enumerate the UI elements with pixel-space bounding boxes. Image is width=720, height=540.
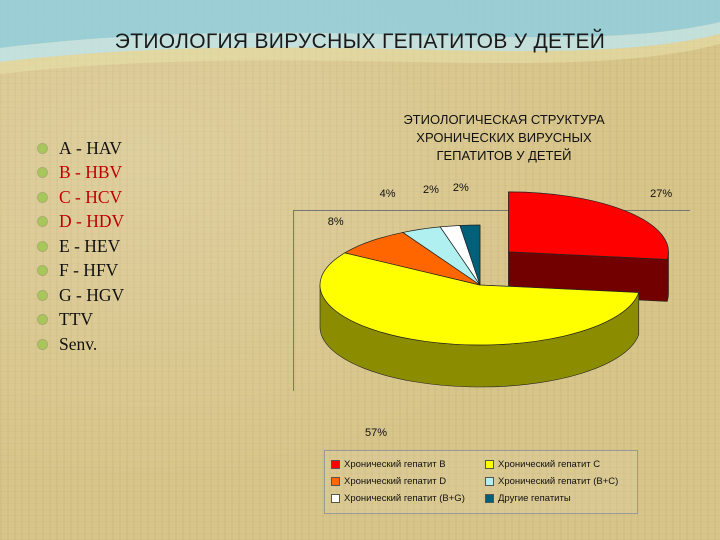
legend-swatch	[485, 494, 494, 503]
pie-slice-value-label: 27%	[650, 188, 673, 201]
legend-label: Хронический гепатит (B+C)	[498, 476, 619, 487]
legend-swatch	[331, 460, 340, 469]
legend-entry: Хронический гепатит C	[485, 459, 600, 470]
pie-slice-value-label: 8%	[327, 216, 344, 228]
hepatitis-virus-list: А - HAV B - HBV C - HCV D - HDV E - HEV F - H…	[38, 136, 124, 357]
legend-entry: Хронический гепатит (B+G)	[331, 493, 465, 504]
slide-title: ЭТИОЛОГИЯ ВИРУСНЫХ ГЕПАТИТОВ У ДЕТЕЙ	[114, 30, 606, 53]
legend-entry: Хронический гепатит (B+C)	[485, 476, 618, 487]
legend-swatch	[485, 477, 494, 486]
legend-label: Другие гепатиты	[498, 493, 571, 504]
virus-list-label: B - HBV	[59, 162, 123, 183]
pie-slice-value-label: 57%	[365, 427, 388, 440]
pie-slice	[319, 252, 640, 346]
virus-list-item: G - HGV	[38, 283, 124, 308]
virus-list-item: E - HEV	[38, 234, 124, 259]
virus-list-item: Senv.	[38, 332, 124, 357]
virus-list-item: F - HFV	[38, 259, 124, 284]
chart-title-line-2: ХРОНИЧЕСКИХ ВИРУСНЫХ	[416, 130, 592, 145]
virus-list-item: D - HDV	[38, 210, 124, 235]
virus-list-label: C - HCV	[59, 186, 123, 207]
legend-label: Хронический гепатит D	[344, 476, 447, 487]
bullet-dot-icon	[38, 192, 47, 202]
legend-swatch	[485, 460, 494, 469]
decorative-header-band	[0, 0, 720, 74]
bullet-dot-icon	[38, 241, 47, 251]
virus-list-label: E - HEV	[59, 235, 121, 256]
bullet-dot-icon	[38, 217, 47, 227]
chart-title-line-1: ЭТИОЛОГИЧЕСКАЯ СТРУКТУРА	[403, 112, 605, 127]
legend-swatch	[331, 477, 340, 486]
virus-list-item: C - HCV	[38, 185, 124, 210]
legend-entry: Хронический гепатит D	[331, 476, 446, 487]
virus-list-item: TTV	[38, 308, 124, 333]
chart-title-line-3: ГЕПАТИТОВ У ДЕТЕЙ	[436, 148, 572, 163]
bullet-dot-icon	[38, 143, 47, 153]
bullet-dot-icon	[38, 290, 47, 300]
pie-slice	[508, 191, 669, 260]
legend-label: Хронический гепатит C	[498, 459, 601, 470]
bullet-dot-icon	[38, 266, 47, 276]
virus-list-item: B - HBV	[38, 161, 124, 186]
virus-list-label: Senv.	[59, 333, 98, 354]
bullet-dot-icon	[38, 339, 47, 349]
pie-slice	[459, 224, 481, 286]
chart-title: ЭТИОЛОГИЧЕСКАЯ СТРУКТУРА ХРОНИЧЕСКИХ ВИР…	[350, 111, 658, 165]
legend-entry: Хронический гепатит B	[331, 459, 446, 470]
legend-label: Хронический гепатит (B+G)	[344, 493, 465, 504]
bullet-dot-icon	[38, 168, 47, 178]
bullet-dot-icon	[38, 315, 47, 325]
pie-slice-value-label: 2%	[452, 182, 469, 195]
chart-legend: Хронический гепатит B Хронический гепатит…	[324, 450, 638, 514]
legend-entry: Другие гепатиты	[485, 493, 571, 504]
virus-list-label: G - HGV	[59, 284, 125, 305]
pie-slice-value-label: 2%	[423, 183, 439, 196]
virus-list-label: TTV	[59, 309, 94, 330]
chart-plot-area	[293, 210, 690, 391]
legend-label: Хронический гепатит B	[344, 459, 446, 470]
virus-list-label: А - HAV	[59, 137, 122, 158]
legend-swatch	[331, 494, 340, 503]
virus-list-label: F - HFV	[59, 260, 119, 281]
virus-list-item: А - HAV	[38, 136, 124, 161]
virus-list-label: D - HDV	[59, 211, 125, 232]
pie-slice-value-label: 4%	[379, 188, 396, 201]
